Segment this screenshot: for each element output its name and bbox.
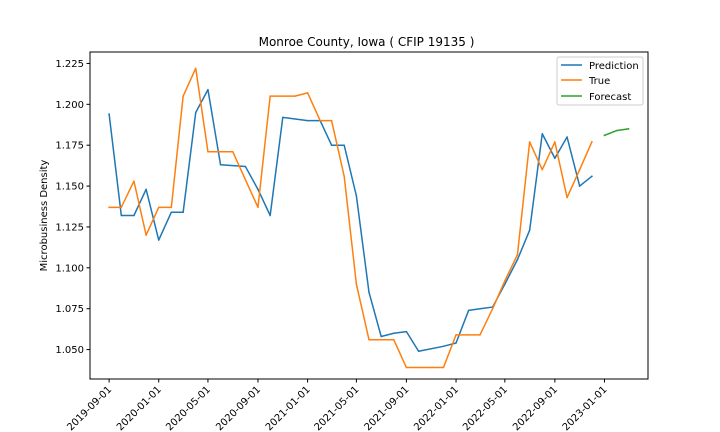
legend-label-true: True [588,76,610,87]
y-tick-label: 1.150 [55,182,84,193]
data-point-true [257,206,259,209]
y-tick-label: 1.100 [55,263,84,274]
data-point-true [194,67,197,70]
data-point-forecast [616,129,618,132]
data-point-true [455,334,457,336]
data-point-prediction [170,211,173,213]
data-point-prediction [528,229,531,231]
data-point-prediction [306,119,309,122]
data-point-prediction [554,157,556,160]
data-point-prediction [566,136,568,138]
data-point-prediction [591,175,593,178]
data-point-prediction [207,88,209,91]
data-point-forecast [627,128,630,130]
data-point-prediction [133,214,135,217]
data-point-true [269,95,271,97]
data-point-true [145,234,147,236]
data-point-prediction [355,195,358,197]
data-point-prediction [380,335,382,338]
data-point-true [108,206,110,209]
data-point-prediction [405,330,408,333]
data-point-prediction [244,165,247,168]
data-point-true [306,92,309,94]
data-point-true [219,150,222,153]
data-point-true [417,366,420,369]
data-point-prediction [182,211,184,213]
data-point-prediction [330,144,333,146]
data-point-true [479,334,481,336]
y-tick-label: 1.050 [55,345,84,356]
y-axis-label: Microbusiness Density [39,160,50,272]
data-point-true [405,366,408,369]
data-point-true [430,366,432,369]
legend-label-prediction: Prediction [589,61,639,72]
data-point-true [170,206,173,209]
data-point-true [355,283,358,285]
data-point-prediction [282,116,284,119]
y-tick-label: 1.075 [55,304,84,315]
plot-area [89,51,649,380]
data-point-true [133,180,135,182]
data-point-prediction [145,188,147,191]
data-point-true [157,206,160,209]
data-point-prediction [455,342,457,344]
data-point-true [467,334,470,336]
data-point-true [393,339,395,341]
data-point-prediction [120,214,123,217]
data-point-true [516,253,519,256]
data-point-true [343,175,345,178]
data-point-prediction [504,283,506,285]
legend-box [556,56,644,106]
series-line-true [108,67,593,369]
legend-label-forecast: Forecast [589,92,631,103]
data-point-true [182,95,184,97]
y-tick-label: 1.125 [55,222,84,233]
data-point-prediction [219,164,222,166]
data-point-true [120,206,123,209]
axes-frame [89,51,649,380]
data-point-true [294,95,296,97]
y-axis: 1.050 1.075 1.100 1.125 1.150 1.175 1.200 1.225 [55,59,90,356]
data-point-true [541,168,544,171]
data-point-true [244,178,247,181]
data-point-prediction [194,111,197,114]
data-point-true [554,141,556,143]
data-point-true [491,307,494,310]
data-point-true [282,95,284,97]
data-point-prediction [257,188,259,191]
data-point-true [591,141,593,143]
data-point-true [207,150,209,153]
data-point-prediction [368,291,370,294]
series-layer [108,67,630,369]
data-point-forecast [603,134,606,137]
data-point-prediction [516,258,519,261]
data-point-prediction [343,144,345,146]
data-point-prediction [269,214,271,217]
data-point-prediction [417,350,420,352]
data-point-prediction [479,307,481,310]
data-point-true [330,119,333,122]
data-point-true [319,119,321,122]
data-point-true [368,339,370,341]
data-point-prediction [393,332,395,334]
data-point-prediction [578,185,581,187]
data-point-true [442,366,445,369]
data-point-prediction [541,133,544,135]
data-point-true [504,280,506,282]
y-tick-label: 1.225 [55,59,84,70]
data-point-true [578,168,581,171]
y-tick-label: 1.175 [55,141,84,152]
data-point-true [528,141,531,143]
chart-title: Monroe County, Iowa ( CFIP 19135 ) [259,35,475,49]
data-point-prediction [467,309,470,312]
data-point-prediction [442,345,445,348]
data-point-true [380,339,382,341]
y-tick-label: 1.200 [55,100,84,111]
data-point-true [232,150,234,153]
data-point-true [566,196,568,199]
data-point-prediction [108,113,110,115]
data-point-prediction [157,239,160,241]
legend: Prediction True Forecast [556,56,644,106]
